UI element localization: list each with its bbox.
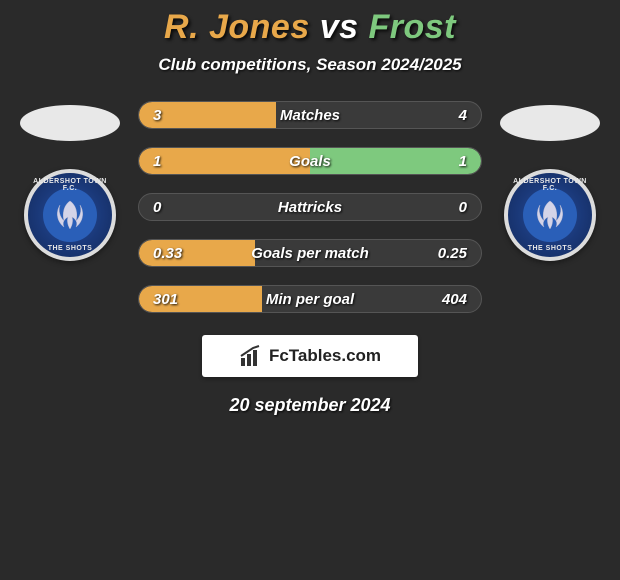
stat-value-right: 4 — [459, 102, 467, 128]
stat-row: 3Matches4 — [138, 101, 482, 129]
phoenix-icon — [50, 195, 90, 235]
right-side: ALDERSHOT TOWN F.C. THE SHOTS — [500, 101, 600, 261]
subtitle: Club competitions, Season 2024/2025 — [0, 55, 620, 75]
date-line: 20 september 2024 — [0, 395, 620, 416]
stat-label: Min per goal — [139, 286, 481, 312]
logo-text: FcTables.com — [269, 346, 381, 366]
chart-icon — [239, 344, 263, 368]
stat-row: 0Hattricks0 — [138, 193, 482, 221]
page-title: R. Jones vs Frost — [0, 8, 620, 47]
stat-value-right: 0 — [459, 194, 467, 220]
stat-row: 301Min per goal404 — [138, 285, 482, 313]
player2-avatar-placeholder — [500, 105, 600, 141]
stat-label: Hattricks — [139, 194, 481, 220]
badge-text-top: ALDERSHOT TOWN F.C. — [508, 178, 592, 192]
player2-name: Frost — [368, 8, 456, 46]
badge-inner — [523, 188, 577, 242]
vs-separator: vs — [320, 8, 359, 46]
stat-label: Matches — [139, 102, 481, 128]
badge-text-top: ALDERSHOT TOWN F.C. — [28, 178, 112, 192]
badge-inner — [43, 188, 97, 242]
stat-bars: 3Matches4 1Goals1 0Hattricks0 0.33Goals per… — [138, 101, 482, 313]
stat-label: Goals per match — [139, 240, 481, 266]
left-side: ALDERSHOT TOWN F.C. THE SHOTS — [20, 101, 120, 261]
main-layout: ALDERSHOT TOWN F.C. THE SHOTS 3Matches4 1… — [0, 101, 620, 313]
phoenix-icon — [530, 195, 570, 235]
stat-value-right: 404 — [442, 286, 467, 312]
fctables-logo[interactable]: FcTables.com — [202, 335, 418, 377]
stat-row: 0.33Goals per match0.25 — [138, 239, 482, 267]
badge-text-bottom: THE SHOTS — [28, 245, 112, 252]
comparison-card: R. Jones vs Frost Club competitions, Sea… — [0, 0, 620, 416]
stat-label: Goals — [139, 148, 481, 174]
player1-avatar-placeholder — [20, 105, 120, 141]
stat-row: 1Goals1 — [138, 147, 482, 175]
player1-name: R. Jones — [164, 8, 310, 46]
stat-value-right: 1 — [459, 148, 467, 174]
player1-club-badge: ALDERSHOT TOWN F.C. THE SHOTS — [24, 169, 116, 261]
stat-value-right: 0.25 — [438, 240, 467, 266]
badge-text-bottom: THE SHOTS — [508, 245, 592, 252]
player2-club-badge: ALDERSHOT TOWN F.C. THE SHOTS — [504, 169, 596, 261]
